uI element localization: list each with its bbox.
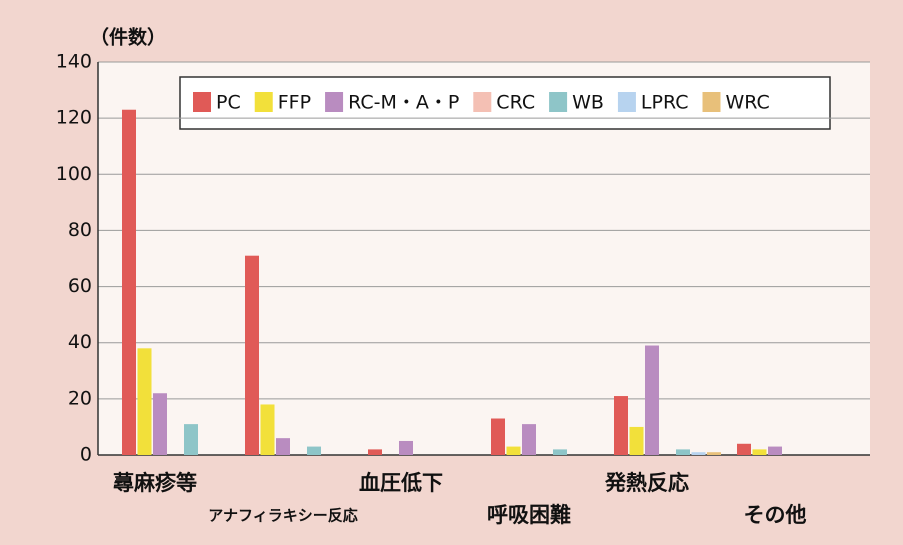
x-tick-label: 呼吸困難 [487,503,571,527]
legend-label: LPRC [641,92,689,114]
bar [707,452,721,455]
legend-label: PC [216,92,241,114]
x-tick-label: その他 [744,503,807,527]
y-tick-label: 120 [56,107,92,129]
legend-swatch [325,92,344,112]
bar [691,452,706,455]
legend-swatch [617,92,636,112]
bar [676,449,690,455]
y-axis-label: （件数） [90,26,166,49]
bar [614,396,628,455]
legend-swatch [254,92,273,112]
bar [491,418,505,455]
bar [522,424,536,455]
bar [276,438,290,455]
bar [260,404,275,455]
legend-label: CRC [496,92,535,114]
legend-label: RC-M・A・P [348,92,459,114]
y-tick-label: 60 [68,275,92,297]
y-tick-label: 0 [80,444,92,466]
bar [153,393,167,455]
x-tick-label: アナフィラキシー反応 [208,507,357,525]
y-tick-label: 100 [56,163,92,185]
x-tick-label: 蕁麻疹等 [113,471,197,495]
legend-label: WB [572,92,604,114]
x-tick-label: 血圧低下 [359,471,443,495]
legend-swatch [473,92,492,112]
bar [737,443,751,455]
bar [752,449,767,455]
bar [184,424,198,455]
bar [399,440,413,455]
bar [122,109,136,455]
bar [553,449,567,455]
y-tick-label: 80 [68,219,92,241]
legend-label: WRC [726,92,770,114]
x-tick-label: 発熱反応 [604,471,689,495]
y-tick-label: 40 [68,331,92,353]
legend-swatch [549,92,568,112]
bar [768,446,782,455]
y-tick-label: 20 [68,387,92,409]
legend-swatch [702,92,721,112]
legend-swatch [193,92,211,112]
bar [645,345,659,455]
y-tick-label: 140 [56,51,92,73]
bar [368,449,382,455]
bar [506,446,521,455]
bar [137,348,152,455]
legend-label: FFP [278,92,311,114]
legend-box [179,76,831,130]
bar [307,446,321,455]
bar [629,426,644,455]
bar [245,255,259,455]
